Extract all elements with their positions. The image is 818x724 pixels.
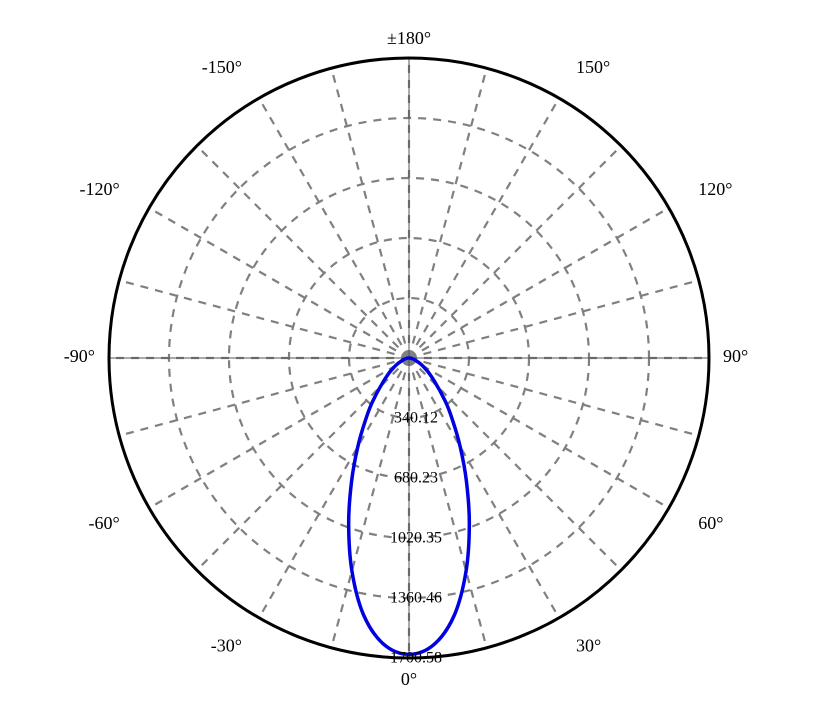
angle-label: 30° bbox=[576, 635, 601, 655]
angle-label: -60° bbox=[89, 513, 120, 533]
grid-spoke bbox=[409, 358, 559, 618]
radial-tick-label: 1360.46 bbox=[390, 590, 442, 607]
grid-spoke bbox=[149, 208, 409, 358]
angle-label: 150° bbox=[576, 57, 610, 77]
grid-spoke bbox=[197, 146, 409, 358]
grid-spoke bbox=[409, 98, 559, 358]
radial-tick-label: 680.23 bbox=[394, 470, 438, 487]
angle-label: -150° bbox=[202, 57, 242, 77]
grid-spoke bbox=[409, 358, 669, 508]
grid-spoke bbox=[119, 280, 409, 358]
polar-chart: 340.12 680.23 1020.35 1360.46 1700.58 0° 30° 60… bbox=[0, 0, 818, 724]
angle-label: 120° bbox=[698, 179, 732, 199]
angle-label: 60° bbox=[698, 513, 723, 533]
grid-spoke bbox=[149, 358, 409, 508]
angle-label: ±180° bbox=[387, 28, 431, 48]
radial-tick-label: 1020.35 bbox=[390, 530, 442, 547]
angle-label: -90° bbox=[64, 346, 95, 366]
grid-spoke bbox=[409, 280, 699, 358]
radial-tick-label: 340.12 bbox=[394, 410, 438, 427]
grid-spoke bbox=[259, 98, 409, 358]
radial-tick-label: 1700.58 bbox=[390, 650, 442, 667]
angle-label: -120° bbox=[80, 179, 120, 199]
angle-label: 90° bbox=[723, 346, 748, 366]
grid-spoke bbox=[259, 358, 409, 618]
angle-label: -30° bbox=[211, 635, 242, 655]
grid-spoke bbox=[409, 68, 487, 358]
angle-label: 0° bbox=[401, 669, 417, 689]
grid-spoke bbox=[409, 146, 621, 358]
grid-spoke bbox=[409, 208, 669, 358]
grid-spoke bbox=[331, 68, 409, 358]
